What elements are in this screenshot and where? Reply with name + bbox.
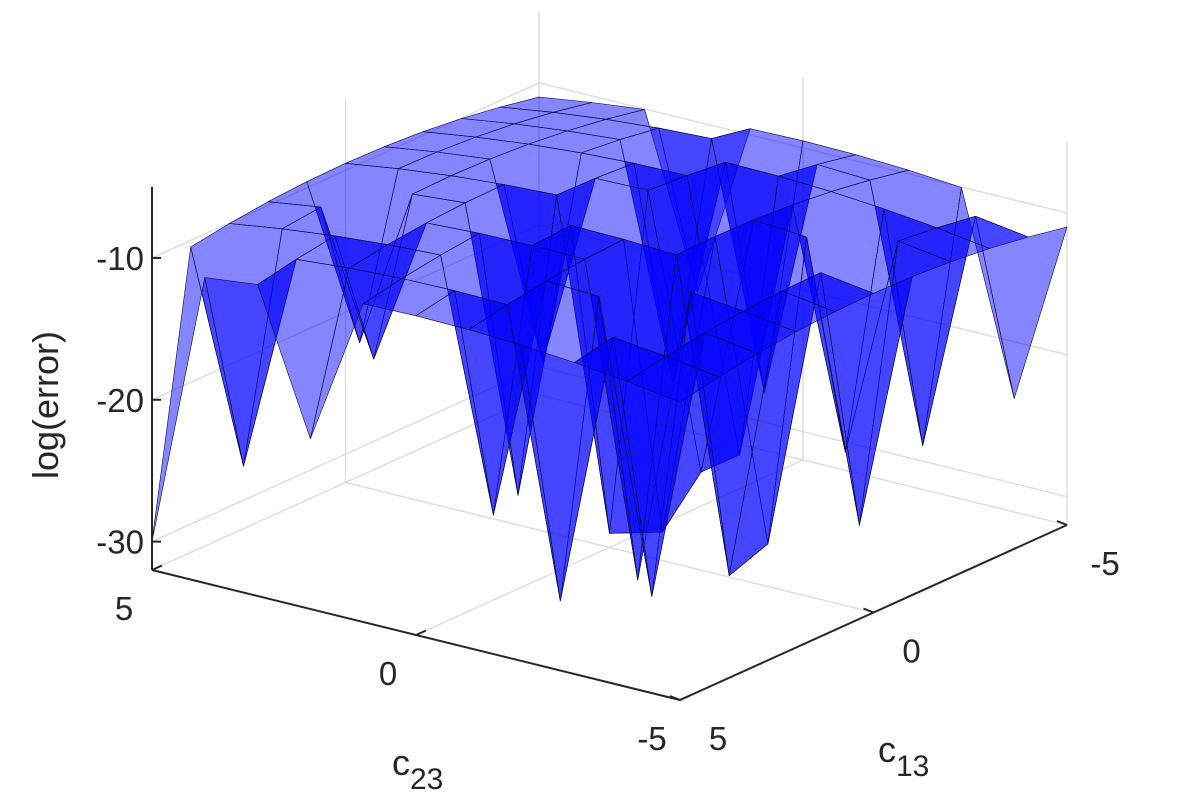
c23-tick-label: 0: [379, 655, 397, 692]
wall-grid-line: [538, 224, 1068, 356]
wall-grid-line: [538, 365, 1068, 498]
c13-tick-mark: [1056, 520, 1068, 526]
axis-layer: [151, 187, 1068, 701]
wall-grid-line: [538, 82, 1068, 214]
c23-axis-title: c23: [392, 742, 443, 796]
c23-tick-mark: [151, 564, 163, 571]
c13-tick-label: 5: [709, 720, 727, 757]
surface-layer: [151, 96, 1068, 602]
surface-face: [626, 355, 720, 403]
z-tick-label: -10: [96, 240, 144, 277]
c13-tick-mark: [863, 607, 874, 614]
c23-tick-label: -5: [637, 720, 666, 757]
z-axis-title: log(error): [25, 331, 66, 479]
floor-grid-line: [415, 459, 804, 636]
label-layer: -10 -20 -30 5 0 -5 5 0 -5 log(error) c23 c13: [25, 240, 1120, 796]
z-tick-label: -30: [96, 524, 144, 561]
wall-grid-line: [151, 365, 540, 543]
c23-tick-label: 5: [115, 590, 133, 627]
z-tick-label: -20: [96, 382, 144, 419]
c13-tick-mark: [669, 695, 681, 701]
c13-axis-title: c13: [878, 729, 929, 783]
c23-tick-mark: [415, 629, 427, 636]
c13-tick-label: -5: [1090, 545, 1119, 582]
wall-grid-line: [151, 82, 540, 259]
c13-tick-label: 0: [902, 633, 920, 670]
